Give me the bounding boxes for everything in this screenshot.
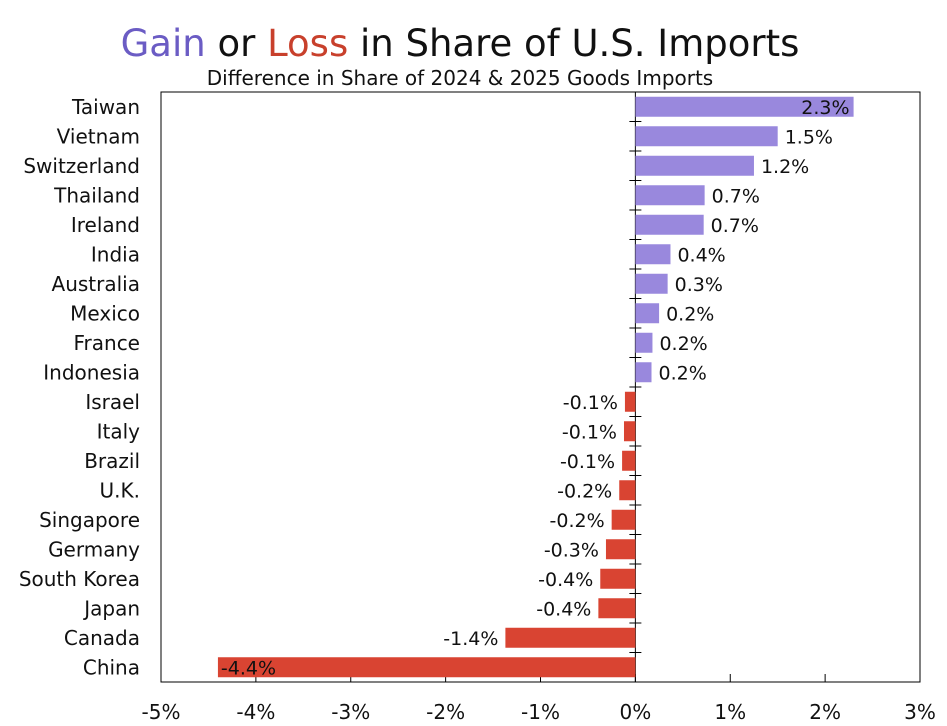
bar-indonesia bbox=[635, 362, 652, 383]
category-label: Australia bbox=[52, 272, 140, 296]
x-tick-label: 3% bbox=[904, 700, 936, 724]
x-tick-label: 0% bbox=[620, 700, 652, 724]
category-label: Vietnam bbox=[57, 124, 140, 148]
value-label: 0.4% bbox=[677, 244, 725, 266]
category-label: France bbox=[73, 331, 140, 355]
category-label: Germany bbox=[48, 537, 140, 561]
bar-israel bbox=[624, 391, 636, 412]
x-tick-label: -5% bbox=[142, 700, 181, 724]
category-label: Switzerland bbox=[23, 154, 140, 178]
bar-mexico bbox=[635, 303, 660, 324]
category-label: Israel bbox=[85, 390, 140, 414]
value-label: 0.7% bbox=[712, 185, 760, 207]
category-label: U.K. bbox=[100, 478, 140, 502]
value-label: -0.4% bbox=[538, 569, 593, 591]
category-label: Mexico bbox=[70, 301, 140, 325]
value-label: 0.3% bbox=[675, 274, 723, 296]
value-label: -1.4% bbox=[443, 628, 498, 650]
value-label: -0.2% bbox=[557, 480, 612, 502]
bar-vietnam bbox=[635, 126, 778, 147]
value-label: 1.2% bbox=[761, 156, 809, 178]
value-label: -0.1% bbox=[560, 451, 615, 473]
value-label: 0.2% bbox=[659, 362, 707, 384]
bar-south-korea bbox=[600, 568, 636, 589]
x-tick-label: 2% bbox=[809, 700, 841, 724]
category-label: South Korea bbox=[19, 567, 140, 591]
category-label: Italy bbox=[97, 419, 141, 443]
bar-india bbox=[635, 244, 671, 265]
title-or-word: or bbox=[205, 22, 268, 65]
category-label: Brazil bbox=[84, 449, 140, 473]
value-label: -0.1% bbox=[563, 392, 618, 414]
x-tick-label: -1% bbox=[521, 700, 560, 724]
category-label: Ireland bbox=[71, 213, 140, 237]
value-label: 1.5% bbox=[785, 126, 833, 148]
bar-brazil bbox=[622, 450, 636, 471]
value-label: -4.4% bbox=[221, 657, 276, 679]
bar-france bbox=[635, 332, 653, 353]
x-tick-label: 1% bbox=[714, 700, 746, 724]
bar-ireland bbox=[635, 214, 704, 235]
value-label: -0.4% bbox=[536, 598, 591, 620]
chart-subtitle: Difference in Share of 2024 & 2025 Goods… bbox=[206, 66, 714, 90]
value-label: 2.3% bbox=[801, 97, 849, 119]
bar-taiwan bbox=[635, 96, 854, 117]
plot-frame bbox=[160, 91, 921, 683]
category-label: India bbox=[91, 242, 140, 266]
value-label: 0.7% bbox=[711, 215, 759, 237]
category-label: Singapore bbox=[39, 508, 140, 532]
bar-italy bbox=[623, 421, 636, 442]
value-label: -0.2% bbox=[550, 510, 605, 532]
bar-japan bbox=[598, 598, 636, 619]
value-label: -0.1% bbox=[562, 421, 617, 443]
bar-thailand bbox=[635, 185, 705, 206]
title-rest: in Share of U.S. Imports bbox=[348, 22, 800, 65]
category-label: Thailand bbox=[53, 183, 140, 207]
category-label: Indonesia bbox=[43, 360, 140, 384]
x-tick-label: -3% bbox=[331, 700, 370, 724]
title-loss-word: Loss bbox=[267, 22, 349, 65]
category-label: China bbox=[83, 655, 140, 679]
category-label: Canada bbox=[64, 626, 140, 650]
bar-australia bbox=[635, 273, 668, 294]
title-gain-word: Gain bbox=[120, 22, 206, 65]
chart-title: Gain or Loss in Share of U.S. Imports bbox=[0, 22, 920, 65]
bar-germany bbox=[605, 539, 636, 560]
value-label: -0.3% bbox=[544, 539, 599, 561]
bar-u-k bbox=[619, 480, 636, 501]
bar-canada bbox=[505, 627, 636, 648]
value-label: 0.2% bbox=[659, 333, 707, 355]
bar-switzerland bbox=[635, 155, 754, 176]
value-label: 0.2% bbox=[666, 303, 714, 325]
bar-china bbox=[217, 657, 636, 678]
bar-singapore bbox=[611, 509, 636, 530]
x-tick-label: -2% bbox=[426, 700, 465, 724]
category-label: Japan bbox=[82, 596, 140, 620]
x-tick-label: -4% bbox=[236, 700, 275, 724]
category-label: Taiwan bbox=[71, 95, 140, 119]
